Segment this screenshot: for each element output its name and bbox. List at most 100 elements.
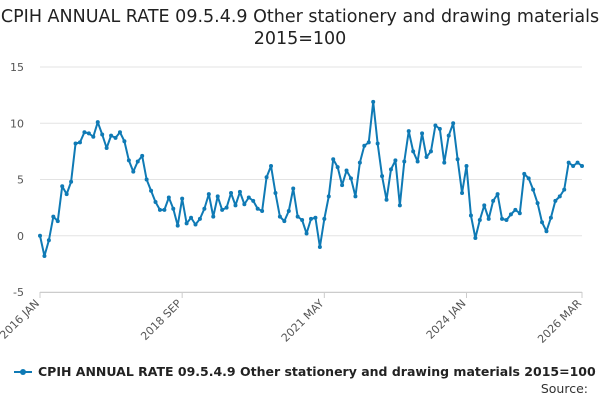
data-point[interactable] xyxy=(215,194,220,199)
data-point[interactable] xyxy=(557,194,562,199)
data-point[interactable] xyxy=(451,121,456,126)
data-point[interactable] xyxy=(553,198,558,203)
data-point[interactable] xyxy=(264,175,269,180)
data-point[interactable] xyxy=(548,215,553,220)
data-point[interactable] xyxy=(371,99,376,104)
data-point[interactable] xyxy=(64,192,69,197)
data-point[interactable] xyxy=(393,158,398,163)
data-point[interactable] xyxy=(420,131,425,136)
data-point[interactable] xyxy=(69,179,74,184)
data-point[interactable] xyxy=(300,218,305,222)
data-point[interactable] xyxy=(397,203,402,208)
data-point[interactable] xyxy=(304,231,309,236)
data-point[interactable] xyxy=(362,143,367,148)
data-point[interactable] xyxy=(82,130,87,135)
data-point[interactable] xyxy=(326,194,331,199)
data-point[interactable] xyxy=(442,160,447,165)
data-point[interactable] xyxy=(86,131,91,136)
data-point[interactable] xyxy=(464,164,469,168)
data-point[interactable] xyxy=(77,140,82,145)
data-point[interactable] xyxy=(273,191,278,195)
data-point[interactable] xyxy=(495,192,500,197)
data-point[interactable] xyxy=(340,183,345,188)
data-point[interactable] xyxy=(109,133,114,138)
data-point[interactable] xyxy=(60,184,65,189)
data-point[interactable] xyxy=(437,126,442,131)
data-point[interactable] xyxy=(113,135,118,140)
data-point[interactable] xyxy=(535,201,540,206)
data-point[interactable] xyxy=(384,197,389,202)
data-point[interactable] xyxy=(335,165,340,170)
data-point[interactable] xyxy=(122,139,127,144)
data-point[interactable] xyxy=(197,216,202,221)
data-point[interactable] xyxy=(237,189,242,194)
data-point[interactable] xyxy=(193,222,198,227)
data-point[interactable] xyxy=(242,202,247,207)
data-point[interactable] xyxy=(513,207,518,212)
data-point[interactable] xyxy=(531,187,536,192)
data-point[interactable] xyxy=(117,130,122,135)
data-point[interactable] xyxy=(131,169,136,174)
data-point[interactable] xyxy=(402,159,407,164)
data-point[interactable] xyxy=(566,160,571,165)
data-point[interactable] xyxy=(526,176,531,181)
data-point[interactable] xyxy=(309,216,313,221)
data-point[interactable] xyxy=(446,133,451,138)
data-point[interactable] xyxy=(477,218,482,222)
data-point[interactable] xyxy=(562,187,567,192)
data-point[interactable] xyxy=(375,141,380,146)
data-point[interactable] xyxy=(95,120,100,125)
data-point[interactable] xyxy=(322,216,327,221)
data-point[interactable] xyxy=(504,218,509,222)
data-point[interactable] xyxy=(580,164,584,168)
data-point[interactable] xyxy=(406,129,411,134)
data-point[interactable] xyxy=(517,211,522,216)
data-point[interactable] xyxy=(313,215,318,220)
data-point[interactable] xyxy=(162,207,167,212)
data-point[interactable] xyxy=(100,132,105,137)
data-point[interactable] xyxy=(291,186,296,191)
data-point[interactable] xyxy=(202,206,207,211)
data-point[interactable] xyxy=(277,214,282,219)
data-point[interactable] xyxy=(357,160,362,165)
data-point[interactable] xyxy=(246,195,251,200)
data-point[interactable] xyxy=(206,192,211,197)
data-point[interactable] xyxy=(388,167,393,172)
data-point[interactable] xyxy=(522,171,527,176)
data-point[interactable] xyxy=(211,214,216,219)
data-point[interactable] xyxy=(229,191,234,195)
data-point[interactable] xyxy=(175,223,180,228)
data-point[interactable] xyxy=(140,153,145,158)
data-point[interactable] xyxy=(189,215,194,220)
data-point[interactable] xyxy=(455,157,460,162)
data-point[interactable] xyxy=(433,123,438,128)
data-point[interactable] xyxy=(295,214,300,219)
data-point[interactable] xyxy=(575,160,580,165)
data-point[interactable] xyxy=(73,141,78,146)
legend[interactable]: CPIH ANNUAL RATE 09.5.4.9 Other statione… xyxy=(14,364,596,379)
data-point[interactable] xyxy=(144,177,149,182)
data-point[interactable] xyxy=(348,176,353,181)
data-point[interactable] xyxy=(473,236,478,240)
data-point[interactable] xyxy=(460,191,465,195)
data-point[interactable] xyxy=(153,200,158,204)
data-point[interactable] xyxy=(353,194,358,199)
data-point[interactable] xyxy=(46,238,51,243)
data-point[interactable] xyxy=(415,159,420,164)
data-point[interactable] xyxy=(55,219,60,224)
data-point[interactable] xyxy=(135,159,140,164)
data-point[interactable] xyxy=(366,140,371,145)
data-point[interactable] xyxy=(184,221,189,226)
data-point[interactable] xyxy=(544,229,549,234)
data-point[interactable] xyxy=(486,216,491,221)
data-point[interactable] xyxy=(260,209,265,213)
data-point[interactable] xyxy=(104,146,109,150)
data-point[interactable] xyxy=(269,164,274,168)
data-point[interactable] xyxy=(317,245,322,249)
data-point[interactable] xyxy=(251,198,256,203)
data-point[interactable] xyxy=(42,254,47,258)
data-point[interactable] xyxy=(233,203,238,208)
data-point[interactable] xyxy=(491,198,496,203)
data-point[interactable] xyxy=(286,209,291,213)
data-point[interactable] xyxy=(508,212,513,217)
